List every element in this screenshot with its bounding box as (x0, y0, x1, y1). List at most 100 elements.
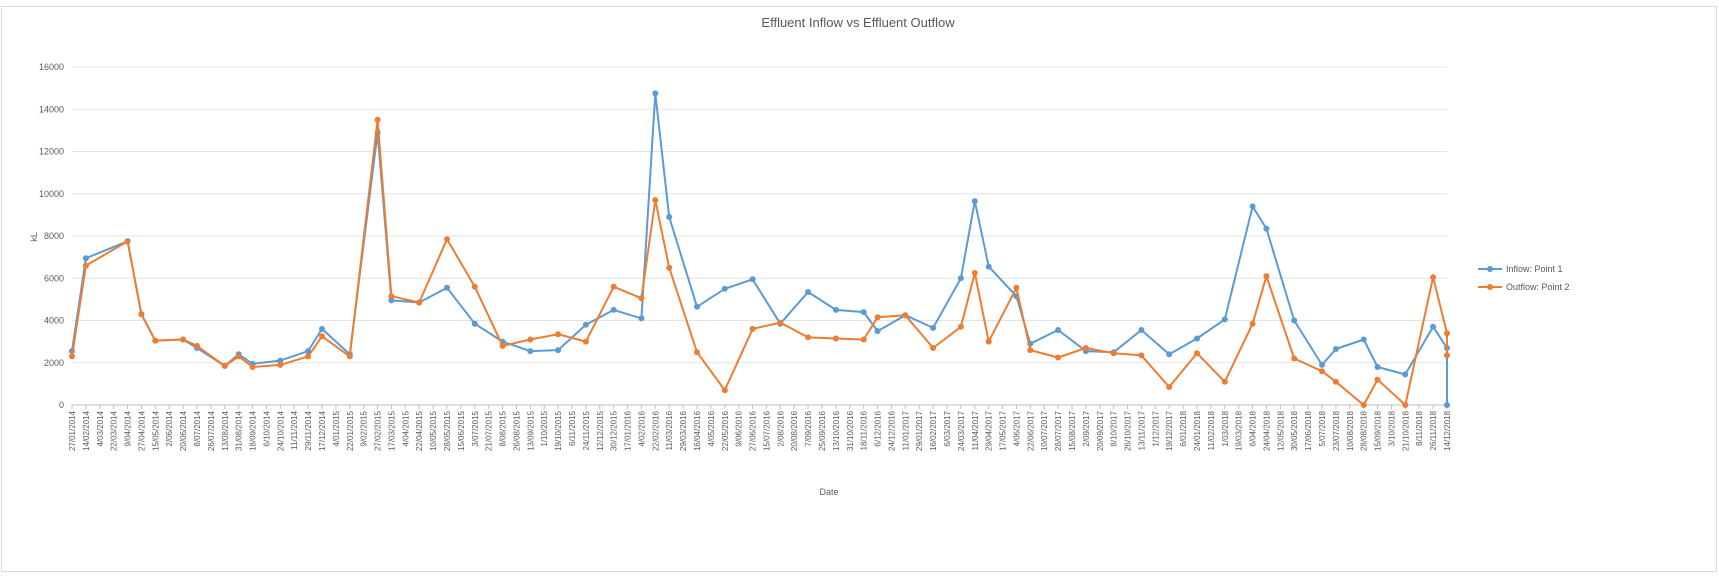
data-point (277, 361, 284, 368)
x-tick-label: 23/07/2018 (1332, 410, 1341, 451)
data-point (957, 275, 964, 282)
y-tick-label: 10000 (39, 189, 64, 199)
data-point (194, 342, 200, 349)
x-tick-label: 19/12/2017 (1165, 410, 1174, 451)
series-1 (69, 90, 1450, 408)
x-tick-label: 8/08/2015 (499, 410, 508, 446)
x-tick-label: 9/06/2016 (735, 410, 744, 446)
data-point (652, 90, 659, 97)
x-tick-label: 13/09/2015 (526, 410, 535, 451)
x-tick-label: 12/12/2015 (596, 410, 605, 451)
data-point (1263, 225, 1270, 232)
x-tick-label: 22/03/2014 (110, 410, 119, 451)
series-layer (69, 90, 1450, 408)
data-point (138, 311, 145, 318)
chart-frame: Effluent Inflow vs Effluent Outflow 0 200… (1, 6, 1717, 572)
x-tick-label: 3/10/2018 (1387, 410, 1396, 446)
y-tick-label: 8000 (44, 231, 64, 241)
x-tick-label: 17/06/2018 (1304, 410, 1313, 451)
x-tick-label: 24/01/2018 (1193, 410, 1202, 451)
data-point (1055, 327, 1062, 333)
x-tick-label: 2/08/2016 (776, 410, 785, 446)
data-point (1319, 361, 1325, 368)
x-tick-label: 4/03/2014 (96, 410, 105, 446)
data-point (1444, 402, 1450, 408)
data-point (1110, 350, 1117, 357)
x-tick-label: 28/07/2017 (1054, 410, 1063, 451)
legend-label: Inflow: Point 1 (1506, 264, 1563, 274)
data-point (1402, 402, 1409, 408)
x-tick-label: 4/06/2017 (1012, 410, 1021, 446)
data-point (444, 236, 450, 243)
data-point (930, 324, 937, 331)
x-tick-label: 14/12/2018 (1443, 410, 1452, 451)
data-point (721, 387, 728, 394)
data-point (902, 312, 909, 319)
data-point (610, 306, 617, 313)
x-tick-label: 22/01/2015 (346, 410, 355, 451)
data-point (499, 342, 506, 349)
data-point (610, 283, 617, 290)
data-point (1138, 352, 1145, 359)
x-tick-label: 26/10/2017 (1124, 410, 1133, 451)
data-point (346, 353, 353, 360)
x-tick-label: 14/02/2014 (82, 410, 91, 451)
data-point (1332, 346, 1339, 352)
x-tick-label: 11/02/2018 (1207, 410, 1216, 450)
data-point (444, 284, 450, 291)
x-tick-label: 27/02/2015 (374, 410, 383, 451)
data-point (694, 303, 700, 310)
x-tick-label: 2/06/2014 (165, 410, 174, 446)
data-point (1430, 323, 1437, 330)
data-point (1194, 350, 1200, 357)
chart-title: Effluent Inflow vs Effluent Outflow (761, 15, 955, 30)
data-point (666, 264, 673, 271)
x-tick-label: 1/10/2015 (540, 410, 549, 446)
x-tick-label: 26/08/2015 (512, 410, 521, 451)
data-point (1027, 347, 1034, 354)
data-point (416, 299, 423, 306)
x-tick-label: 1/12/2017 (1151, 410, 1160, 446)
x-tick-label: 15/08/2017 (1068, 410, 1077, 451)
data-point (305, 353, 312, 360)
data-point (277, 357, 284, 364)
x-tick-label: 29/01/2017 (915, 410, 924, 451)
x-tick-label: 29/04/2017 (985, 410, 994, 451)
data-point (1082, 345, 1089, 351)
x-axis-ticks: 27/01/2014 14/02/2014 4/03/2014 22/03/2014 9… (68, 405, 1452, 451)
x-tick-label: 8/10/2017 (1110, 410, 1119, 446)
x-tick-label: 27/04/2014 (137, 410, 146, 451)
x-tick-label: 20/06/2014 (179, 410, 188, 451)
data-point (1360, 336, 1367, 343)
data-point (180, 336, 187, 343)
data-point (388, 297, 395, 304)
data-point (555, 331, 562, 338)
data-point (1221, 378, 1228, 385)
y-tick-label: 2000 (44, 358, 64, 368)
x-tick-label: 8/07/2014 (193, 410, 202, 446)
x-tick-label: 27/06/2016 (749, 410, 758, 451)
x-tick-label: 24/10/2014 (276, 410, 285, 451)
x-tick-label: 6/10/2014 (262, 410, 271, 446)
x-tick-label: 29/03/2016 (679, 410, 688, 451)
data-point (971, 198, 978, 205)
data-point (1374, 364, 1381, 370)
x-tick-label: 24/03/2017 (957, 410, 966, 451)
data-point (1194, 335, 1200, 342)
data-point (471, 320, 478, 327)
y-tick-label: 6000 (44, 273, 64, 283)
data-point (235, 353, 242, 360)
x-tick-label: 10/08/2018 (1346, 410, 1355, 451)
data-point (582, 338, 589, 345)
x-tick-label: 22/05/2016 (721, 410, 730, 451)
x-tick-label: 11/01/2017 (901, 410, 910, 450)
x-tick-label: 24/12/2016 (887, 410, 896, 451)
x-tick-label: 19/03/2018 (1235, 410, 1244, 451)
data-point (1055, 354, 1062, 361)
x-tick-label: 22/02/2016 (651, 410, 660, 451)
x-tick-label: 20/08/2016 (790, 410, 799, 451)
data-point (527, 348, 534, 355)
data-point (777, 319, 784, 326)
series-line (71, 118, 1448, 406)
x-tick-label: 21/10/2018 (1401, 410, 1410, 451)
